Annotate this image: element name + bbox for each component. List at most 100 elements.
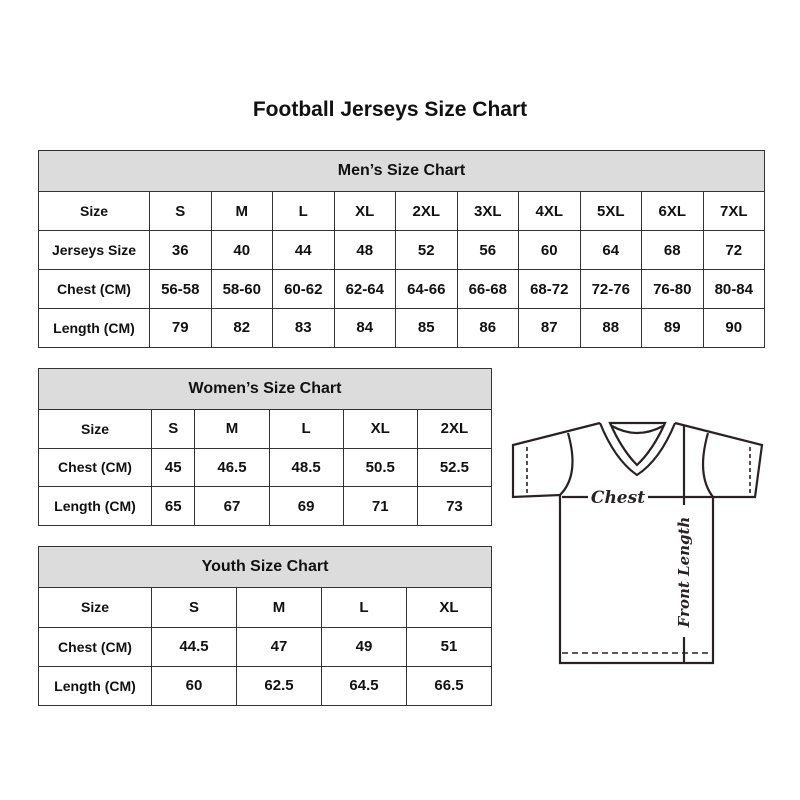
table-cell: L xyxy=(268,408,344,449)
table-cell: 62-64 xyxy=(333,269,396,309)
row-label: Size xyxy=(38,408,152,449)
table-cell: XL xyxy=(342,408,418,449)
table-cell: 79 xyxy=(149,307,212,349)
table-cell: 80-84 xyxy=(702,269,765,309)
row-label: Length (CM) xyxy=(38,486,152,526)
table-cell: 60-62 xyxy=(272,269,335,309)
womens-size-table: Women’s Size Chart Size S M L XL 2XL Chest (CM)… xyxy=(38,368,493,526)
table-cell: 50.5 xyxy=(342,447,418,488)
table-cell: 86 xyxy=(456,307,519,349)
table-cell: 66.5 xyxy=(406,665,492,707)
table-cell: M xyxy=(210,191,273,232)
table-row: Size S M L XL xyxy=(38,587,492,628)
table-cell: 44 xyxy=(272,230,335,271)
table-cell: 52 xyxy=(395,230,458,271)
youth-size-table: Youth Size Chart Size S M L XL Chest (CM) 44.5 4… xyxy=(38,545,492,707)
collar-inner xyxy=(608,421,667,467)
table-cell: S xyxy=(149,191,212,232)
table-cell: 46.5 xyxy=(194,447,270,488)
table-cell: 64 xyxy=(579,230,642,271)
table-row: Length (CM) 65 67 69 71 73 xyxy=(38,486,493,526)
table-cell: L xyxy=(321,587,407,628)
table-cell: 52.5 xyxy=(416,447,493,488)
table-cell: 4XL xyxy=(518,191,581,232)
table-cell: S xyxy=(150,408,196,449)
table-cell: 73 xyxy=(416,486,493,526)
chest-label: Chest xyxy=(591,488,645,508)
table-cell: 51 xyxy=(406,626,492,667)
table-cell: 5XL xyxy=(579,191,642,232)
table-cell: XL xyxy=(333,191,396,232)
table-row: Chest (CM) 56-58 58-60 60-62 62-64 64-66 66-68… xyxy=(38,269,765,309)
table-cell: 48.5 xyxy=(268,447,344,488)
shirt-outline xyxy=(511,421,764,665)
row-label: Chest (CM) xyxy=(38,626,152,667)
table-heading: Men’s Size Chart xyxy=(38,149,765,193)
row-label: Length (CM) xyxy=(38,665,152,707)
table-cell: 56 xyxy=(456,230,519,271)
row-label: Chest (CM) xyxy=(38,269,150,309)
table-cell: 62.5 xyxy=(236,665,322,707)
table-cell: M xyxy=(236,587,322,628)
table-row: Size S M L XL 2XL xyxy=(38,408,493,449)
table-row: Length (CM) 60 62.5 64.5 66.5 xyxy=(38,665,492,707)
table-row: Chest (CM) 45 46.5 48.5 50.5 52.5 xyxy=(38,447,493,488)
table-heading: Youth Size Chart xyxy=(38,545,492,589)
table-cell: 89 xyxy=(641,307,704,349)
table-cell: 67 xyxy=(194,486,270,526)
table-cell: 69 xyxy=(268,486,344,526)
table-cell: 68-72 xyxy=(518,269,581,309)
table-cell: 83 xyxy=(272,307,335,349)
table-cell: S xyxy=(151,587,237,628)
table-cell: 76-80 xyxy=(641,269,704,309)
table-cell: 47 xyxy=(236,626,322,667)
table-cell: 64-66 xyxy=(395,269,458,309)
table-cell: 7XL xyxy=(702,191,765,232)
table-cell: 60 xyxy=(151,665,237,707)
table-cell: 48 xyxy=(333,230,396,271)
table-cell: 90 xyxy=(702,307,765,349)
page-title: Football Jerseys Size Chart xyxy=(252,98,528,121)
table-cell: 82 xyxy=(210,307,273,349)
row-label: Length (CM) xyxy=(38,307,150,349)
table-cell: 85 xyxy=(395,307,458,349)
table-cell: 72 xyxy=(702,230,765,271)
table-row: Chest (CM) 44.5 47 49 51 xyxy=(38,626,492,667)
table-cell: 56-58 xyxy=(149,269,212,309)
table-cell: 40 xyxy=(210,230,273,271)
table-cell: 88 xyxy=(579,307,642,349)
table-cell: 3XL xyxy=(456,191,519,232)
table-row: Length (CM) 79 82 83 84 85 86 87 88 89 90 xyxy=(38,307,765,349)
table-cell: 87 xyxy=(518,307,581,349)
table-cell: 68 xyxy=(641,230,704,271)
table-cell: 45 xyxy=(150,447,196,488)
collar-outer xyxy=(598,422,677,477)
table-cell: 58-60 xyxy=(210,269,273,309)
table-cell: 84 xyxy=(333,307,396,349)
mens-size-table: Men’s Size Chart Size S M L XL 2XL 3XL 4XL 5XL 6XL… xyxy=(38,149,765,349)
table-cell: L xyxy=(272,191,335,232)
table-cell: 72-76 xyxy=(579,269,642,309)
table-row: Size S M L XL 2XL 3XL 4XL 5XL 6XL 7XL xyxy=(38,191,765,232)
table-cell: 6XL xyxy=(641,191,704,232)
table-row: Jerseys Size 36 40 44 48 52 56 60 64 68 72 xyxy=(38,230,765,271)
front-length-label: Front Length xyxy=(675,517,693,629)
row-label: Size xyxy=(38,191,150,232)
table-cell: XL xyxy=(406,587,492,628)
row-label: Chest (CM) xyxy=(38,447,152,488)
table-cell: 49 xyxy=(321,626,407,667)
table-cell: 2XL xyxy=(395,191,458,232)
table-cell: 71 xyxy=(342,486,418,526)
table-cell: 65 xyxy=(150,486,196,526)
right-sleeve-seam xyxy=(701,432,714,498)
table-cell: 44.5 xyxy=(151,626,237,667)
table-cell: 64.5 xyxy=(321,665,407,707)
table-cell: 60 xyxy=(518,230,581,271)
table-cell: M xyxy=(194,408,270,449)
table-cell: 36 xyxy=(149,230,212,271)
table-cell: 66-68 xyxy=(456,269,519,309)
table-heading: Women’s Size Chart xyxy=(38,368,492,410)
collar-back xyxy=(611,425,664,435)
row-label: Jerseys Size xyxy=(38,230,150,271)
